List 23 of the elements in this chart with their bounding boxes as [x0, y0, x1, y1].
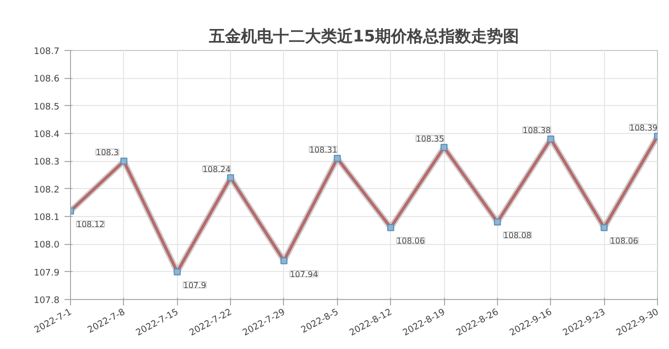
y-tick-label: 108.2 [34, 185, 60, 196]
data-label: 108.31 [309, 145, 338, 154]
y-tick-label: 108.3 [34, 158, 60, 168]
data-label: 108.39 [630, 123, 658, 132]
y-tick-label: 108.5 [34, 102, 60, 112]
y-tick-label: 108.4 [34, 130, 60, 140]
y-tick-label: 107.9 [34, 268, 60, 278]
data-label: 108.38 [522, 126, 551, 136]
y-tick-label: 108.0 [34, 240, 60, 251]
y-tick-label: 108.7 [34, 47, 60, 57]
y-tick-label: 108.6 [34, 74, 60, 85]
y-tick-label: 107.8 [34, 296, 60, 306]
data-label: 108.06 [610, 236, 638, 246]
y-tick-label: 108.1 [34, 213, 60, 223]
data-label: 107.94 [290, 270, 318, 279]
data-label: 108.06 [396, 236, 425, 246]
data-label: 108.24 [202, 164, 231, 174]
data-label: 108.12 [76, 220, 104, 229]
data-label: 108.08 [503, 231, 532, 240]
data-label: 108.3 [96, 148, 119, 158]
data-label: 107.9 [183, 280, 206, 290]
chart-title: 五金机电十二大类近15期价格总指数走势图 [208, 26, 520, 46]
data-label: 108.35 [416, 134, 444, 144]
